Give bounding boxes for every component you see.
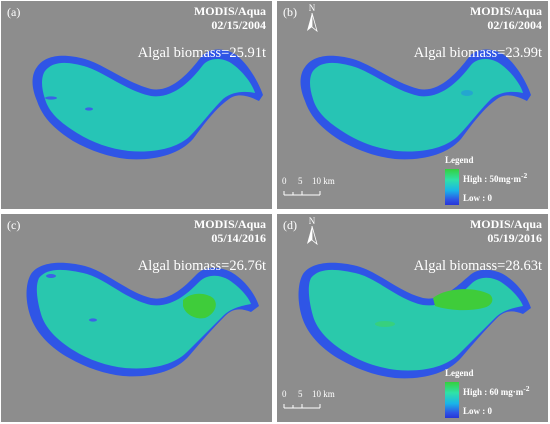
panel-letter: (a): [7, 5, 21, 19]
lake-map: [32, 49, 263, 160]
scale-label: 0: [282, 176, 287, 186]
algal-biomass-label: Algal biomass=28.63t: [413, 258, 542, 274]
sensor-label: MODIS/Aqua: [193, 217, 266, 231]
acquisition-date: 02/15/2004: [211, 18, 266, 32]
lake-map: [300, 49, 531, 160]
acquisition-date: 02/16/2004: [487, 18, 542, 32]
legend-low-label: Low : 0: [463, 193, 492, 203]
legend-high-label: High : 50mg·m-2: [463, 171, 528, 184]
map-panel-c: (c) MODIS/Aqua 05/14/2016 Algal biomass=…: [1, 214, 272, 422]
sensor-label: MODIS/Aqua: [469, 217, 542, 231]
algal-biomass-label: Algal biomass=26.76t: [137, 258, 266, 274]
scale-label: 5: [298, 389, 303, 399]
scale-label: 10 km: [312, 176, 335, 186]
acquisition-date: 05/19/2016: [487, 231, 542, 245]
legend-colorbar: [445, 169, 459, 205]
scale-label: 5: [298, 176, 303, 186]
map-panel-a: (a) MODIS/Aqua 02/15/2004 Algal biomass=…: [1, 1, 272, 209]
scale-label: 0: [282, 389, 287, 399]
algal-biomass-label: Algal biomass=25.91t: [137, 45, 266, 61]
north-label: N: [308, 3, 316, 13]
map-panel-b: (b) MODIS/Aqua 02/16/2004 Algal biomass=…: [277, 1, 548, 209]
lake-map: [26, 262, 259, 377]
lake-map: [298, 262, 531, 379]
panel-letter: (b): [283, 5, 297, 19]
algal-biomass-label: Algal biomass=23.99t: [413, 45, 542, 61]
panel-letter: (c): [7, 218, 21, 232]
legend-title: Legend: [445, 368, 474, 378]
sensor-label: MODIS/Aqua: [469, 4, 542, 18]
legend-high-label: High : 60 mg·m-2: [463, 384, 530, 397]
north-label: N: [308, 216, 316, 226]
legend-colorbar: [445, 382, 459, 418]
panel-letter: (d): [283, 218, 297, 232]
scale-label: 10 km: [312, 389, 335, 399]
sensor-label: MODIS/Aqua: [193, 4, 266, 18]
acquisition-date: 05/14/2016: [211, 231, 266, 245]
legend-title: Legend: [445, 155, 474, 165]
legend-low-label: Low : 0: [463, 406, 492, 416]
map-panel-d: (d) MODIS/Aqua 05/19/2016 Algal biomass=…: [277, 214, 548, 422]
